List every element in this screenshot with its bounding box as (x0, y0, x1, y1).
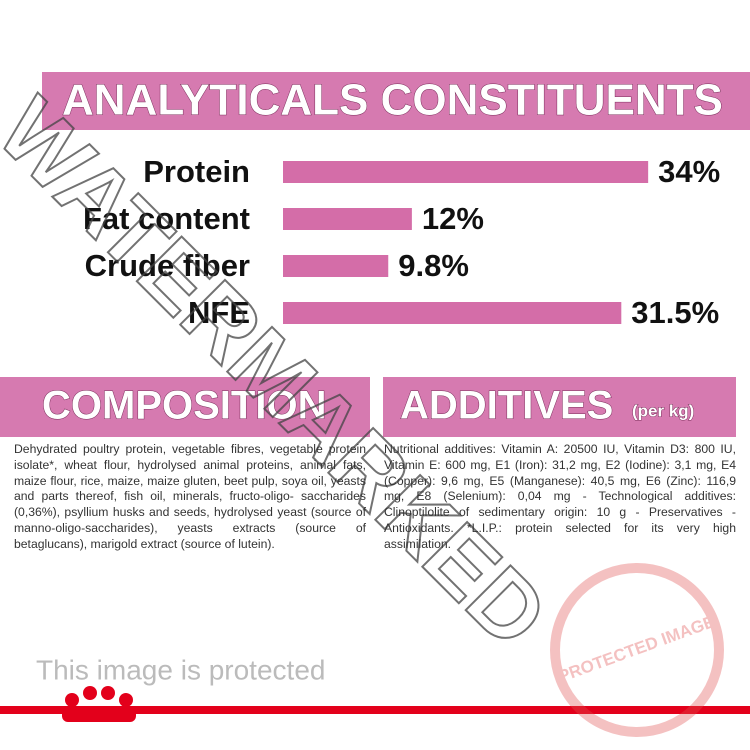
additives-text: Nutritional additives: Vitamin A: 20500 … (384, 442, 736, 551)
value-label: 9.8% (398, 248, 469, 283)
composition-band (0, 377, 370, 437)
stamp-text: PROTECTED IMAGE (556, 612, 718, 686)
protected-notice: This image is protected (36, 654, 325, 685)
logo (62, 686, 136, 722)
additives-band (383, 377, 736, 437)
additives-unit: (per kg) (632, 401, 694, 420)
title-band (42, 72, 750, 130)
value-label: 12% (422, 201, 484, 236)
bar (283, 302, 622, 324)
category-label: NFE (188, 295, 250, 330)
bar (283, 161, 649, 183)
bar (283, 208, 412, 230)
category-label: Crude fiber (85, 248, 250, 283)
value-label: 34% (658, 154, 720, 189)
category-label: Fat content (83, 201, 250, 236)
composition-title: COMPOSITION (42, 384, 326, 428)
category-label: Protein (143, 154, 250, 189)
composition-text: Dehydrated poultry protein, vegetable fi… (14, 442, 366, 551)
bar (283, 255, 389, 277)
additives-title: ADDITIVES (400, 384, 613, 428)
chart-title: ANALYTICALS CONSTITUENTS (62, 76, 723, 125)
value-label: 31.5% (631, 295, 719, 330)
footer-line (0, 706, 750, 714)
